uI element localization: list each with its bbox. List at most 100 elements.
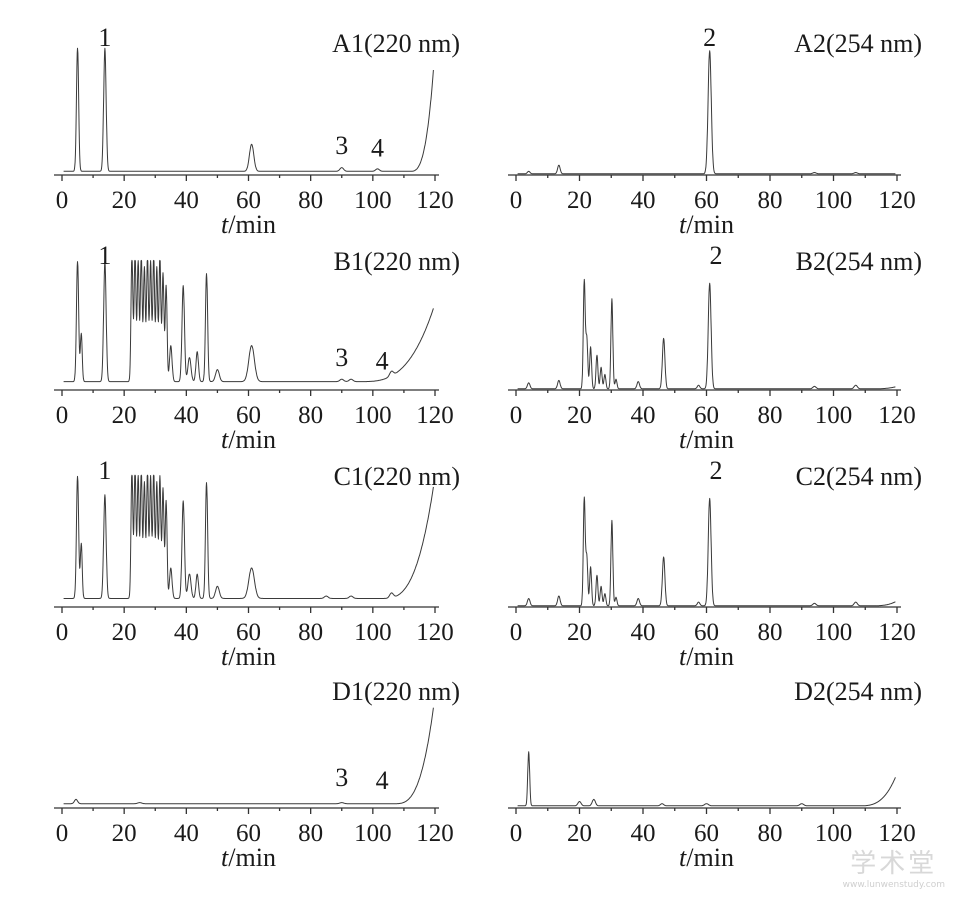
peak-label-B2-2: 2 [710, 241, 723, 270]
x-axis-label-var-D1: t [221, 843, 229, 872]
x-tick-label-D2-80: 80 [758, 820, 783, 847]
chart-panel-C1: 0 20 40 60 80 100 120 t/min C1(220 nm) 1 [54, 456, 460, 671]
x-tick-label-B1-80: 80 [298, 402, 323, 429]
x-tick-label-D1-20: 20 [112, 820, 137, 847]
x-tick-label-D2-100: 100 [815, 820, 853, 847]
peak-label-C2-2: 2 [710, 456, 723, 485]
x-tick-label-B2-40: 40 [631, 402, 656, 429]
x-tick-label-A2-60: 60 [694, 187, 719, 214]
x-tick-label-D1-100: 100 [354, 820, 392, 847]
panel-title-A1: A1(220 nm) [332, 29, 460, 58]
peak-label-C1-1: 1 [98, 456, 111, 485]
x-tick-label-B2-100: 100 [815, 402, 853, 429]
x-axis-label-var-D2: t [679, 843, 687, 872]
x-tick-label-D1-80: 80 [298, 820, 323, 847]
trace-C1 [63, 474, 434, 599]
x-axis-label-unit-B1: /min [228, 425, 276, 454]
trace-A2 [517, 50, 896, 175]
chart-panel-C2: 0 20 40 60 80 100 120 t/min C2(254 nm) 2 [508, 456, 922, 671]
x-tick-label-A2-0: 0 [510, 187, 523, 214]
x-tick-label-D1-60: 60 [236, 820, 261, 847]
x-tick-label-B2-60: 60 [694, 402, 719, 429]
x-tick-label-C1-40: 40 [174, 619, 199, 646]
x-tick-label-D2-0: 0 [510, 820, 523, 847]
x-axis-label-unit-A1: /min [228, 210, 276, 239]
trace-B2 [517, 278, 896, 390]
x-tick-label-D1-0: 0 [56, 820, 69, 847]
trace-B1 [63, 259, 434, 383]
watermark-main: 学术堂 [850, 849, 938, 879]
x-axis-label-var-C1: t [221, 642, 229, 671]
x-axis-label-var-B1: t [221, 425, 229, 454]
x-tick-label-C2-100: 100 [815, 619, 853, 646]
x-tick-label-A1-120: 120 [416, 187, 454, 214]
x-tick-label-C1-20: 20 [112, 619, 137, 646]
peak-label-B1-1: 1 [98, 241, 111, 270]
x-tick-label-A1-0: 0 [56, 187, 69, 214]
x-tick-label-C2-0: 0 [510, 619, 523, 646]
x-axis-label-C1: t/min [221, 642, 276, 671]
panel-title-C1: C1(220 nm) [334, 462, 460, 491]
trace-A1 [63, 47, 434, 172]
chart-panel-B2: 0 20 40 60 80 100 120 t/min B2(254 nm) 2 [508, 241, 922, 454]
x-tick-label-B2-80: 80 [758, 402, 783, 429]
chart-panel-D2: 0 20 40 60 80 100 120 t/min D2(254 nm) [508, 677, 922, 872]
x-tick-label-B1-0: 0 [56, 402, 69, 429]
trace-D1 [63, 707, 434, 805]
x-tick-label-A1-20: 20 [112, 187, 137, 214]
x-tick-label-A2-80: 80 [758, 187, 783, 214]
panel-title-A2: A2(254 nm) [794, 29, 922, 58]
watermark-sub: www.lunwenstudy.com [842, 880, 945, 890]
x-tick-label-C1-60: 60 [236, 619, 261, 646]
panel-title-D2: D2(254 nm) [794, 677, 922, 706]
x-tick-label-C1-100: 100 [354, 619, 392, 646]
x-axis-label-unit-B2: /min [686, 425, 734, 454]
peak-label-A2-2: 2 [703, 23, 716, 52]
x-tick-label-A1-60: 60 [236, 187, 261, 214]
chart-panel-D1: 0 20 40 60 80 100 120 t/min D1(220 nm) 3 4 [54, 677, 460, 872]
x-axis-label-unit-D1: /min [228, 843, 276, 872]
x-tick-label-C2-80: 80 [758, 619, 783, 646]
x-tick-label-B1-40: 40 [174, 402, 199, 429]
panel-title-C2: C2(254 nm) [796, 462, 922, 491]
x-tick-label-C2-20: 20 [567, 619, 592, 646]
x-tick-label-A2-40: 40 [631, 187, 656, 214]
peak-label-B1-3: 3 [335, 343, 348, 372]
peak-label-A1-4: 4 [371, 134, 384, 163]
x-axis-label-A2: t/min [679, 210, 734, 239]
x-axis-label-var-B2: t [679, 425, 687, 454]
x-tick-label-C1-120: 120 [416, 619, 454, 646]
x-tick-label-B1-20: 20 [112, 402, 137, 429]
x-tick-label-C2-120: 120 [878, 619, 916, 646]
x-axis-label-var-C2: t [679, 642, 687, 671]
x-axis-label-D1: t/min [221, 843, 276, 872]
x-axis-label-unit-D2: /min [686, 843, 734, 872]
x-axis-label-D2: t/min [679, 843, 734, 872]
x-axis-label-B1: t/min [221, 425, 276, 454]
x-tick-label-A2-20: 20 [567, 187, 592, 214]
panel-title-B2: B2(254 nm) [796, 247, 922, 276]
x-axis-label-C2: t/min [679, 642, 734, 671]
peak-label-B1-4: 4 [376, 347, 389, 376]
panel-title-B1: B1(220 nm) [334, 247, 460, 276]
x-tick-label-B2-0: 0 [510, 402, 523, 429]
x-tick-label-A1-80: 80 [298, 187, 323, 214]
chart-panel-A2: 0 20 40 60 80 100 120 t/min A2(254 nm) 2 [508, 23, 922, 239]
peak-label-D1-3: 3 [335, 763, 348, 792]
x-axis-label-var-A2: t [679, 210, 687, 239]
x-tick-label-B2-20: 20 [567, 402, 592, 429]
x-tick-label-C1-0: 0 [56, 619, 69, 646]
x-tick-label-C2-60: 60 [694, 619, 719, 646]
peak-label-A1-1: 1 [98, 23, 111, 52]
x-tick-label-C1-80: 80 [298, 619, 323, 646]
panel-title-D1: D1(220 nm) [332, 677, 460, 706]
x-tick-label-A1-100: 100 [354, 187, 392, 214]
x-axis-label-B2: t/min [679, 425, 734, 454]
x-tick-label-D2-60: 60 [694, 820, 719, 847]
x-axis-label-A1: t/min [221, 210, 276, 239]
chart-panel-A1: 0 20 40 60 80 100 120 t/min A1(220 nm) 1 3 4 [54, 23, 460, 239]
x-tick-label-B1-60: 60 [236, 402, 261, 429]
x-axis-label-var-A1: t [221, 210, 229, 239]
peak-label-D1-4: 4 [376, 766, 389, 795]
